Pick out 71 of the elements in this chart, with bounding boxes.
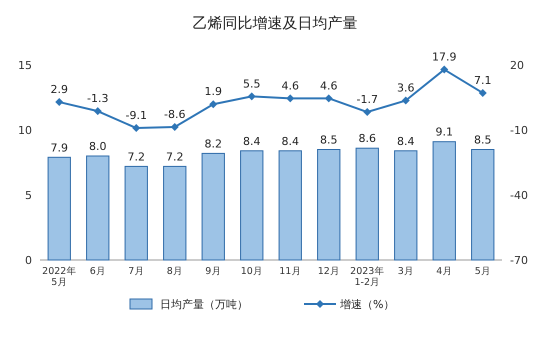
bar [163,166,186,260]
bar [86,156,110,260]
data-label: -9.1 [126,109,147,122]
legend-label: 日均产量（万吨） [160,298,248,311]
data-label: 9.1 [436,126,453,139]
y-tick-label: 15 [18,59,32,72]
data-label: 8.4 [243,134,260,148]
point [132,124,140,132]
point [94,107,102,116]
data-label: 8.5 [474,134,492,146]
y-tick-label: 0 [25,254,32,267]
point [324,94,333,102]
x-tick-label: 2023年 1-2月 [350,265,384,288]
y2-tick-label: -10 [510,124,528,137]
x-tick-label: 9月 [205,266,222,277]
y2-tick-label: 20 [510,59,524,72]
data-label: 7.2 [166,150,184,164]
data-label: 7.9 [50,141,68,154]
x-tick-label: 3月 [398,266,414,277]
x-tick-label: 10月 [240,266,263,277]
point [55,98,64,106]
bar [471,149,494,260]
y-tick-label: 10 [18,124,32,137]
data-label: 17.9 [432,50,456,64]
point [209,100,218,108]
x-tick-label: 11月 [279,266,302,277]
data-label: -1.7 [356,93,378,106]
data-label: 5.5 [243,77,260,90]
bar [240,150,264,260]
chart-title: 乙烯同比增速及日均产量 [192,14,358,32]
data-label: 8.4 [397,134,414,148]
bar [278,150,302,260]
data-label: 7.1 [474,74,492,87]
data-label: 2.9 [50,83,68,96]
data-label: 8.4 [282,134,299,148]
x-tick-label: 8月 [166,266,183,277]
data-label: 8.2 [204,137,222,150]
data-label: 4.6 [282,79,299,92]
point [478,88,487,97]
y-tick-label: 5 [25,189,32,202]
point [440,66,448,74]
point [286,94,294,102]
bar [48,156,71,260]
bar [432,141,456,260]
point [402,96,410,105]
x-tick-label: 2022年 5月 [42,265,76,288]
point [363,108,372,116]
data-label: 7.2 [128,150,145,164]
x-tick-label: 6月 [90,266,106,277]
x-tick-label: 7月 [128,266,144,277]
data-label: 3.6 [397,82,414,95]
y2-tick-label: -70 [510,254,528,267]
x-tick-label: 4月 [436,266,452,277]
bar [202,152,225,260]
point [248,92,256,100]
data-label: -1.3 [87,92,108,106]
x-tick-label: 5月 [474,266,491,277]
legend-label: 增速（%） [339,298,394,311]
bar [124,166,148,260]
x-tick-label: 12月 [318,266,340,277]
y2-tick-label: -40 [510,189,528,202]
data-label: -8.6 [164,108,186,121]
bar [317,149,340,260]
data-label: 1.9 [204,85,222,98]
data-label: 4.6 [320,79,338,92]
data-label: 8.0 [89,140,106,153]
data-label: 8.6 [358,132,376,146]
bar [356,148,379,260]
point [170,122,179,131]
data-label: 8.5 [320,134,338,146]
bar [394,150,418,260]
